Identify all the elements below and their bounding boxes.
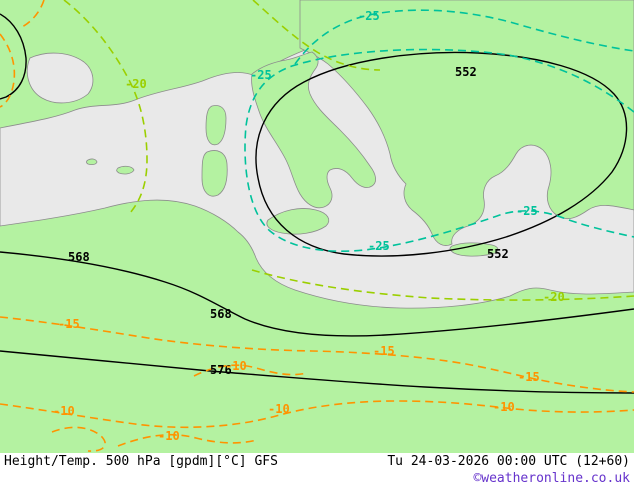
contour-label: -10 bbox=[53, 404, 75, 418]
footer-main-row: Height/Temp. 500 hPa [gpdm][°C] GFS Tu 2… bbox=[0, 453, 634, 470]
copyright-link[interactable]: ©weatheronline.co.uk bbox=[473, 471, 630, 486]
contour-label: -15 bbox=[518, 370, 540, 384]
contour-label: -25 bbox=[358, 9, 380, 23]
weather-map: 552 552 568 568 576 -25 -25 -25 -25 -20 -20 -15 -15 -… bbox=[0, 0, 634, 453]
contour-topleft-arc bbox=[0, 13, 27, 100]
isotherm-minus20 bbox=[63, 0, 634, 301]
isotherm-minus15-minus10 bbox=[0, 0, 634, 452]
isotherm-minus20-west bbox=[63, 0, 148, 214]
contour-576-line bbox=[0, 350, 634, 394]
contour-label: -15 bbox=[373, 344, 395, 358]
isotherm-minus25-north bbox=[294, 9, 634, 65]
contour-label: -10 bbox=[158, 429, 180, 443]
contour-label: -20 bbox=[543, 290, 565, 304]
contour-label: -25 bbox=[250, 68, 272, 82]
contour-552-loop bbox=[255, 51, 628, 257]
contour-label: -25 bbox=[368, 239, 390, 253]
contour-label: 568 bbox=[68, 250, 90, 264]
isotherm-minus15-line bbox=[0, 316, 634, 393]
isotherm-minus10-squiggle-a bbox=[193, 364, 308, 377]
isotherm-orange-topleft-a bbox=[0, 33, 16, 108]
height-contours bbox=[0, 13, 634, 394]
product-label: Height/Temp. 500 hPa [gpdm][°C] GFS bbox=[4, 454, 278, 469]
contour-label: -10 bbox=[225, 359, 247, 373]
contour-label: 568 bbox=[210, 307, 232, 321]
isotherm-minus25 bbox=[244, 9, 634, 252]
valid-time-label: Tu 24-03-2026 00:00 UTC (12+60) bbox=[387, 454, 630, 469]
isotherm-minus10-line bbox=[0, 400, 634, 429]
contour-label: -25 bbox=[516, 204, 538, 218]
isotherm-minus10-squiggle-b bbox=[117, 433, 258, 447]
contour-label: -15 bbox=[58, 317, 80, 331]
isotherm-minus25-inner bbox=[244, 48, 634, 252]
isotherm-minus10-squiggle-c bbox=[51, 426, 106, 452]
isotherm-minus20-center bbox=[252, 0, 381, 71]
isotherm-orange-topleft-b bbox=[19, 0, 45, 29]
contour-label: -10 bbox=[493, 400, 515, 414]
contour-label: 552 bbox=[455, 65, 477, 79]
corsica-island bbox=[205, 105, 227, 146]
atlantic-patch bbox=[26, 52, 94, 104]
contour-568-line bbox=[0, 251, 634, 337]
sardinia-island bbox=[201, 150, 228, 197]
sicily-island bbox=[266, 208, 330, 235]
contour-label: 552 bbox=[487, 247, 509, 261]
balearic-islands bbox=[86, 158, 135, 175]
contour-label: 576 bbox=[210, 363, 232, 377]
footer-copyright-row: ©weatheronline.co.uk bbox=[0, 470, 634, 487]
footer: Height/Temp. 500 hPa [gpdm][°C] GFS Tu 2… bbox=[0, 453, 634, 490]
contour-label: -20 bbox=[125, 77, 147, 91]
contour-label: -10 bbox=[268, 402, 290, 416]
